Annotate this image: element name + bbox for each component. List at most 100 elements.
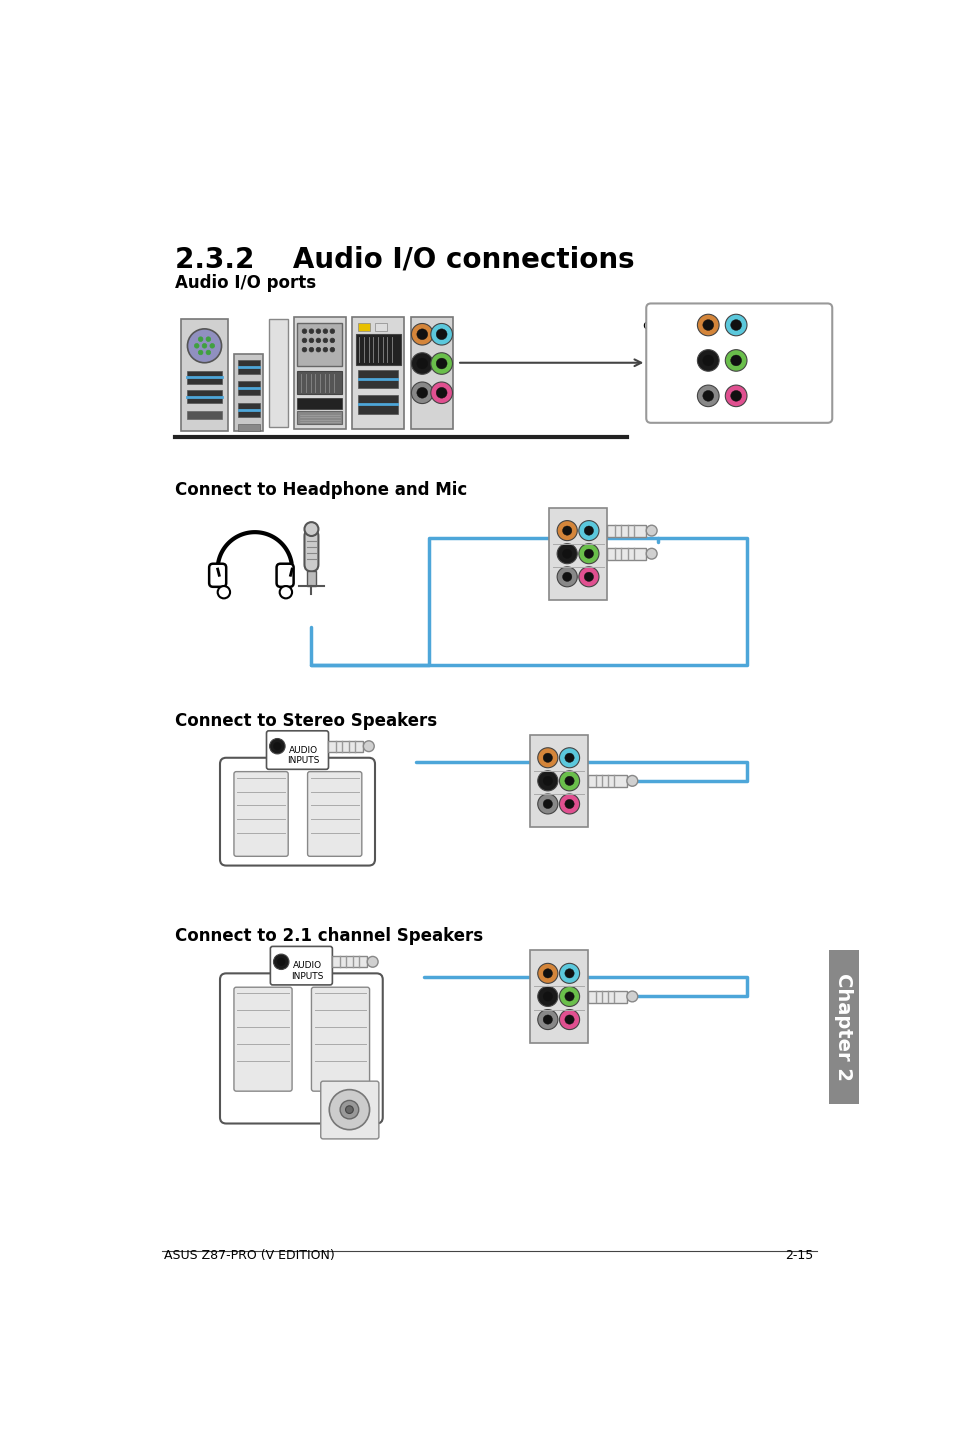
Circle shape xyxy=(279,587,292,598)
FancyBboxPatch shape xyxy=(233,988,292,1091)
Circle shape xyxy=(537,1009,558,1030)
Circle shape xyxy=(558,986,579,1007)
Text: AUDIO
INPUTS: AUDIO INPUTS xyxy=(287,746,319,765)
Circle shape xyxy=(274,742,281,751)
Circle shape xyxy=(363,741,374,752)
Text: Connect to 2.1 channel Speakers: Connect to 2.1 channel Speakers xyxy=(174,928,482,945)
Bar xyxy=(357,370,397,388)
Circle shape xyxy=(557,544,577,564)
Circle shape xyxy=(578,567,598,587)
Circle shape xyxy=(274,953,289,969)
Circle shape xyxy=(542,1015,552,1024)
Circle shape xyxy=(330,338,335,342)
Circle shape xyxy=(578,544,598,564)
Circle shape xyxy=(583,572,593,581)
Bar xyxy=(294,318,346,429)
Circle shape xyxy=(702,355,713,365)
Circle shape xyxy=(416,358,427,370)
Circle shape xyxy=(730,355,740,365)
Circle shape xyxy=(270,739,285,754)
Bar xyxy=(828,951,858,1104)
Circle shape xyxy=(562,526,571,535)
Circle shape xyxy=(562,549,571,558)
Bar xyxy=(352,318,404,429)
Circle shape xyxy=(315,329,320,334)
Bar xyxy=(357,395,397,414)
Circle shape xyxy=(702,319,713,331)
Circle shape xyxy=(436,387,447,398)
Text: ASUS Z87-PRO (V EDITION): ASUS Z87-PRO (V EDITION) xyxy=(164,1250,335,1263)
Circle shape xyxy=(202,344,207,348)
Bar xyxy=(307,571,315,587)
Circle shape xyxy=(583,526,593,535)
FancyBboxPatch shape xyxy=(311,988,369,1091)
Circle shape xyxy=(302,348,307,352)
Circle shape xyxy=(323,348,328,352)
Text: 2.3.2    Audio I/O connections: 2.3.2 Audio I/O connections xyxy=(174,246,634,273)
Text: Connect to Stereo Speakers: Connect to Stereo Speakers xyxy=(174,712,436,729)
Circle shape xyxy=(309,348,314,352)
Bar xyxy=(269,319,288,427)
Circle shape xyxy=(557,521,577,541)
FancyBboxPatch shape xyxy=(270,946,332,985)
Text: pink: pink xyxy=(756,390,782,403)
Circle shape xyxy=(557,567,577,587)
Bar xyxy=(237,381,259,395)
Circle shape xyxy=(323,338,328,342)
Circle shape xyxy=(697,315,719,336)
Text: 2-15: 2-15 xyxy=(784,1250,813,1263)
Circle shape xyxy=(416,329,427,339)
Circle shape xyxy=(206,351,211,355)
Circle shape xyxy=(309,338,314,342)
Circle shape xyxy=(210,344,214,348)
Text: lime: lime xyxy=(756,354,782,367)
Circle shape xyxy=(537,748,558,768)
FancyBboxPatch shape xyxy=(645,303,831,423)
Circle shape xyxy=(537,771,558,791)
Circle shape xyxy=(645,525,657,536)
Text: Audio I/O ports: Audio I/O ports xyxy=(174,275,315,292)
Circle shape xyxy=(411,383,433,404)
Text: light blue: light blue xyxy=(756,319,814,332)
Bar xyxy=(187,391,221,403)
Bar xyxy=(187,411,221,418)
Bar xyxy=(181,319,228,430)
Circle shape xyxy=(436,358,447,370)
Circle shape xyxy=(198,336,203,341)
Bar xyxy=(237,424,259,430)
Circle shape xyxy=(345,1106,353,1113)
Circle shape xyxy=(206,336,211,341)
Circle shape xyxy=(416,387,427,398)
FancyBboxPatch shape xyxy=(320,1081,378,1139)
Circle shape xyxy=(730,391,740,401)
Text: AUDIO
INPUTS: AUDIO INPUTS xyxy=(291,962,323,981)
Bar xyxy=(332,956,367,968)
FancyBboxPatch shape xyxy=(209,564,226,587)
FancyBboxPatch shape xyxy=(220,974,382,1123)
Circle shape xyxy=(436,329,447,339)
Circle shape xyxy=(583,549,593,558)
FancyBboxPatch shape xyxy=(220,758,375,866)
Bar xyxy=(237,360,259,374)
Circle shape xyxy=(187,329,221,362)
Bar xyxy=(607,548,645,559)
Circle shape xyxy=(411,324,433,345)
Circle shape xyxy=(724,349,746,371)
Bar xyxy=(530,951,587,1043)
Circle shape xyxy=(578,521,598,541)
Circle shape xyxy=(626,991,637,1002)
Circle shape xyxy=(217,587,230,598)
Bar xyxy=(410,318,453,429)
Circle shape xyxy=(564,800,574,808)
Circle shape xyxy=(537,986,558,1007)
FancyBboxPatch shape xyxy=(276,564,294,587)
Circle shape xyxy=(304,522,318,536)
Bar xyxy=(587,775,626,787)
Circle shape xyxy=(537,794,558,814)
Circle shape xyxy=(431,352,452,374)
Circle shape xyxy=(564,969,574,978)
Text: black: black xyxy=(653,354,686,367)
Circle shape xyxy=(340,1100,358,1119)
Circle shape xyxy=(315,348,320,352)
Circle shape xyxy=(558,963,579,984)
